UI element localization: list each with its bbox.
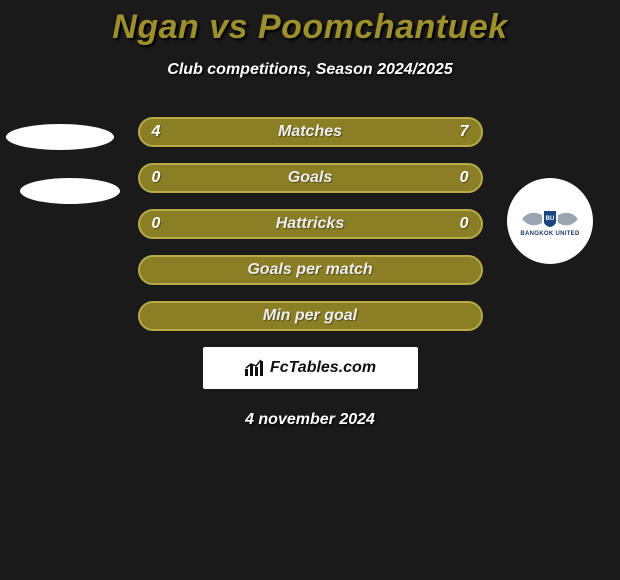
page-title: Ngan vs Poomchantuek: [0, 0, 620, 47]
stat-label: Hattricks: [140, 215, 481, 233]
stat-row: Matches4 7: [138, 117, 483, 147]
chart-icon: [244, 359, 266, 377]
title-text: Ngan vs Poomchantuek: [112, 8, 507, 46]
stat-value-right: 0: [460, 215, 469, 233]
player-placeholder-ellipse: [6, 124, 114, 150]
stat-label: Goals per match: [140, 261, 481, 279]
stat-label: Goals: [140, 169, 481, 187]
stat-row: Goals per match: [138, 255, 483, 285]
stat-value-left: 4: [152, 123, 161, 141]
stat-value-left: 0: [152, 215, 161, 233]
fctables-text: FcTables.com: [270, 359, 376, 377]
subtitle: Club competitions, Season 2024/2025: [0, 61, 620, 79]
stat-value-left: 0: [152, 169, 161, 187]
player-placeholder-ellipse: [20, 178, 120, 204]
stat-value-right: 7: [460, 123, 469, 141]
right-player-badge: BU BANGKOK UNITED: [507, 178, 593, 264]
svg-text:BU: BU: [546, 216, 555, 222]
club-logo-icon: BU: [520, 205, 580, 229]
stat-label: Min per goal: [140, 307, 481, 325]
stat-label: Matches: [140, 123, 481, 141]
fctables-badge: FcTables.com: [203, 347, 418, 389]
stats-container: Matches47Goals00Hattricks00Goals per mat…: [138, 117, 483, 331]
stat-row: Hattricks0 0: [138, 209, 483, 239]
stat-row: Min per goal: [138, 301, 483, 331]
date-text: 4 november 2024: [0, 411, 620, 429]
stat-row: Goals0 0: [138, 163, 483, 193]
stat-value-right: 0: [460, 169, 469, 187]
